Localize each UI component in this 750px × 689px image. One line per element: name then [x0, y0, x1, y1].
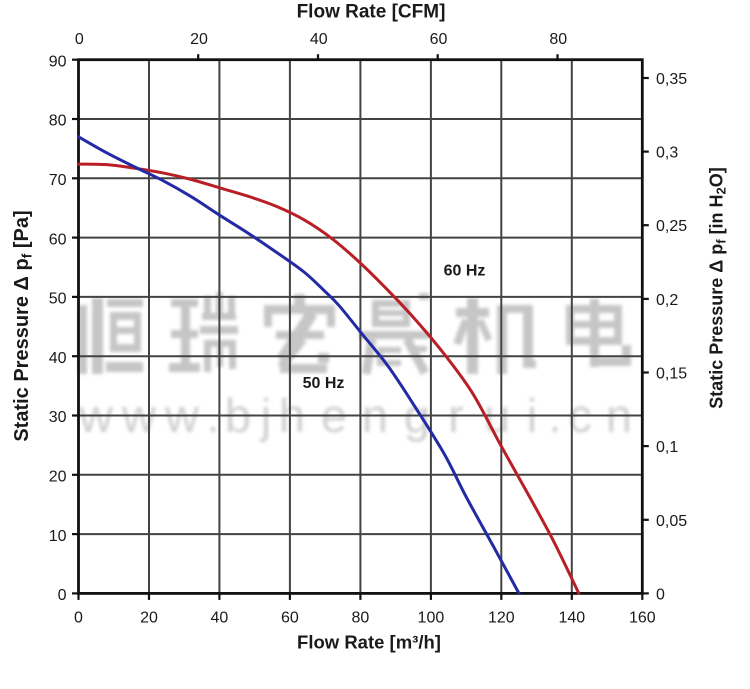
- svg-text:50 Hz: 50 Hz: [303, 375, 345, 392]
- svg-text:140: 140: [558, 610, 585, 627]
- svg-text:0,25: 0,25: [656, 218, 687, 235]
- svg-text:30: 30: [49, 409, 67, 426]
- svg-text:0,2: 0,2: [656, 292, 678, 309]
- svg-text:20: 20: [190, 31, 208, 48]
- svg-text:Static Pressure Δ pf [Pa]: Static Pressure Δ pf [Pa]: [11, 210, 35, 441]
- svg-text:Flow Rate [CFM]: Flow Rate [CFM]: [297, 2, 446, 23]
- svg-text:Flow Rate [m³/h]: Flow Rate [m³/h]: [297, 632, 441, 653]
- svg-text:90: 90: [49, 53, 67, 70]
- svg-text:80: 80: [352, 610, 370, 627]
- svg-text:100: 100: [418, 610, 445, 627]
- svg-text:120: 120: [488, 610, 515, 627]
- svg-text:160: 160: [629, 610, 656, 627]
- svg-text:60: 60: [430, 31, 448, 48]
- svg-text:Static Pressure Δ pf [in H2O]: Static Pressure Δ pf [in H2O]: [707, 167, 729, 409]
- svg-text:10: 10: [49, 528, 67, 545]
- svg-text:20: 20: [140, 610, 158, 627]
- svg-text:40: 40: [310, 31, 328, 48]
- svg-text:60: 60: [281, 610, 299, 627]
- svg-text:40: 40: [49, 350, 67, 367]
- svg-text:0: 0: [656, 586, 665, 603]
- svg-text:0: 0: [75, 31, 84, 48]
- svg-text:80: 80: [49, 113, 67, 130]
- svg-text:50: 50: [49, 291, 67, 308]
- svg-text:0,1: 0,1: [656, 439, 678, 456]
- svg-text:60 Hz: 60 Hz: [444, 263, 486, 280]
- svg-text:0,3: 0,3: [656, 145, 678, 162]
- svg-text:80: 80: [549, 31, 567, 48]
- svg-text:0: 0: [58, 587, 67, 604]
- svg-text:0,35: 0,35: [656, 71, 687, 88]
- svg-text:70: 70: [49, 172, 67, 189]
- svg-text:0,15: 0,15: [656, 366, 687, 383]
- svg-text:40: 40: [211, 610, 229, 627]
- svg-text:0,05: 0,05: [656, 513, 687, 530]
- svg-text:20: 20: [49, 469, 67, 486]
- svg-text:60: 60: [49, 231, 67, 248]
- svg-text:0: 0: [74, 610, 83, 627]
